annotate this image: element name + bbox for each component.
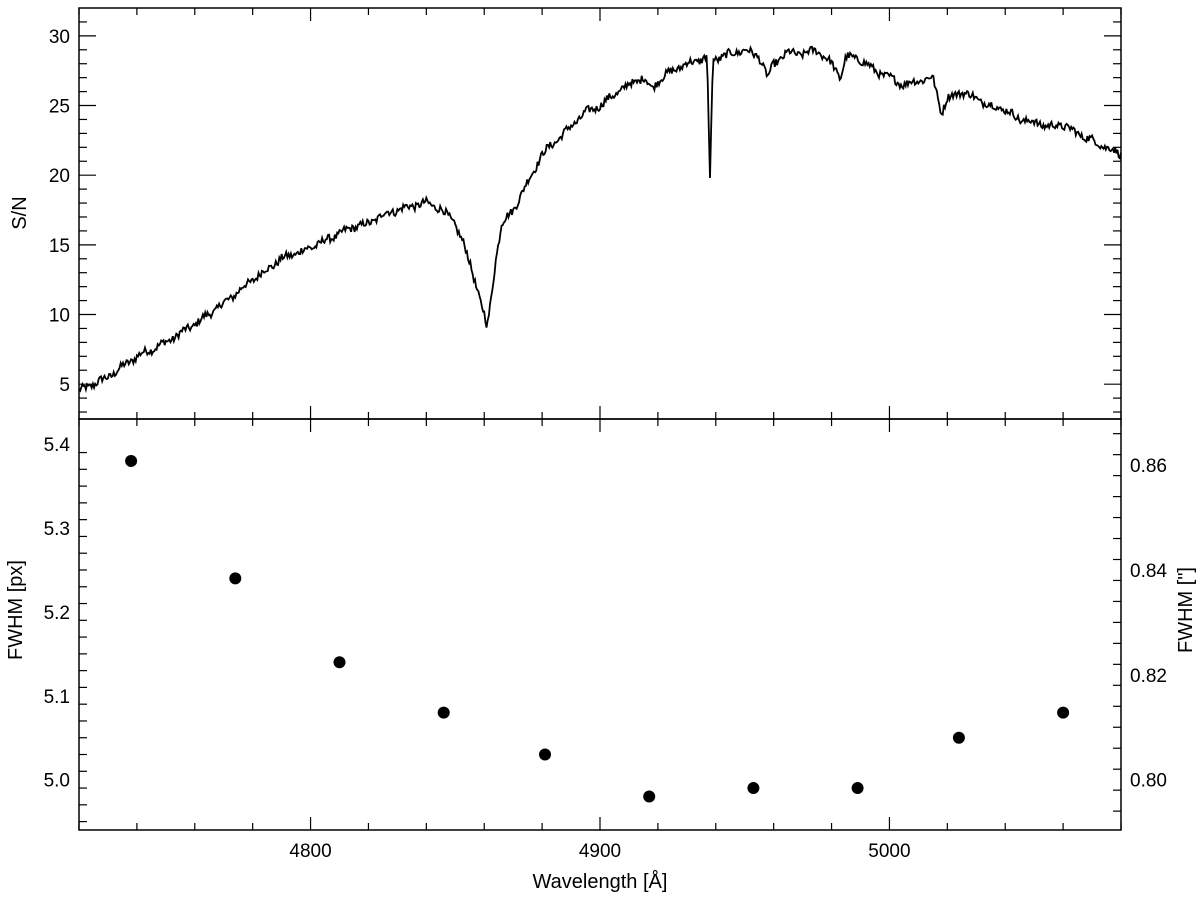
top-y-tick-label: 20 — [49, 166, 70, 187]
fwhm-point — [747, 782, 760, 795]
fwhm-point — [333, 656, 346, 669]
fwhm-point — [539, 748, 552, 761]
top-y-tick-label: 15 — [49, 236, 70, 257]
bottom-y-axis-title: FWHM [px] — [5, 560, 27, 660]
fwhm-point — [952, 731, 965, 744]
top-y-axis-title: S/N — [9, 196, 31, 229]
top-y-tick-label: 30 — [49, 27, 70, 48]
x-tick-label: 4900 — [579, 841, 621, 862]
bottom-panel: 4800 4900 5000 5.0 5.1 5.2 5.3 5.4 0.80 0.82 0.84 0… — [5, 418, 1197, 893]
x-tick-label: 5000 — [868, 841, 910, 862]
fwhm-point — [851, 782, 864, 795]
right-y-tick-label: 0.80 — [1130, 771, 1167, 792]
bottom-ticks: 4800 4900 5000 5.0 5.1 5.2 5.3 5.4 0.80 0.82 0.84 0… — [44, 419, 1167, 862]
bottom-right-y-axis-title: FWHM ["] — [1175, 567, 1197, 653]
fwhm-point — [643, 790, 656, 803]
bottom-y-tick-label: 5.4 — [44, 435, 71, 456]
bottom-y-tick-label: 5.3 — [44, 519, 70, 540]
top-ticks: 5 10 15 20 25 30 — [49, 8, 1122, 419]
right-y-tick-label: 0.84 — [1130, 561, 1167, 582]
fwhm-point — [437, 706, 450, 719]
right-y-tick-label: 0.82 — [1130, 666, 1167, 687]
bottom-plot-frame — [78, 418, 1122, 831]
top-y-tick-label: 25 — [49, 97, 70, 118]
fwhm-point — [229, 572, 242, 585]
top-y-tick-label: 10 — [49, 306, 70, 327]
fwhm-point — [1057, 706, 1070, 719]
top-y-tick-label: 5 — [59, 375, 70, 396]
right-y-tick-label: 0.86 — [1130, 456, 1167, 477]
x-tick-label: 4800 — [289, 841, 331, 862]
fwhm-point — [125, 454, 138, 467]
bottom-y-tick-label: 5.0 — [44, 771, 70, 792]
bottom-y-tick-label: 5.1 — [44, 687, 70, 708]
top-plot-frame — [78, 7, 1122, 420]
bottom-y-tick-label: 5.2 — [44, 603, 70, 624]
sn-series-line — [78, 44, 1122, 394]
x-axis-title: Wavelength [Å] — [533, 870, 668, 893]
fwhm-points — [125, 454, 1070, 803]
top-panel: 5 10 15 20 25 30 S/N — [9, 7, 1122, 420]
